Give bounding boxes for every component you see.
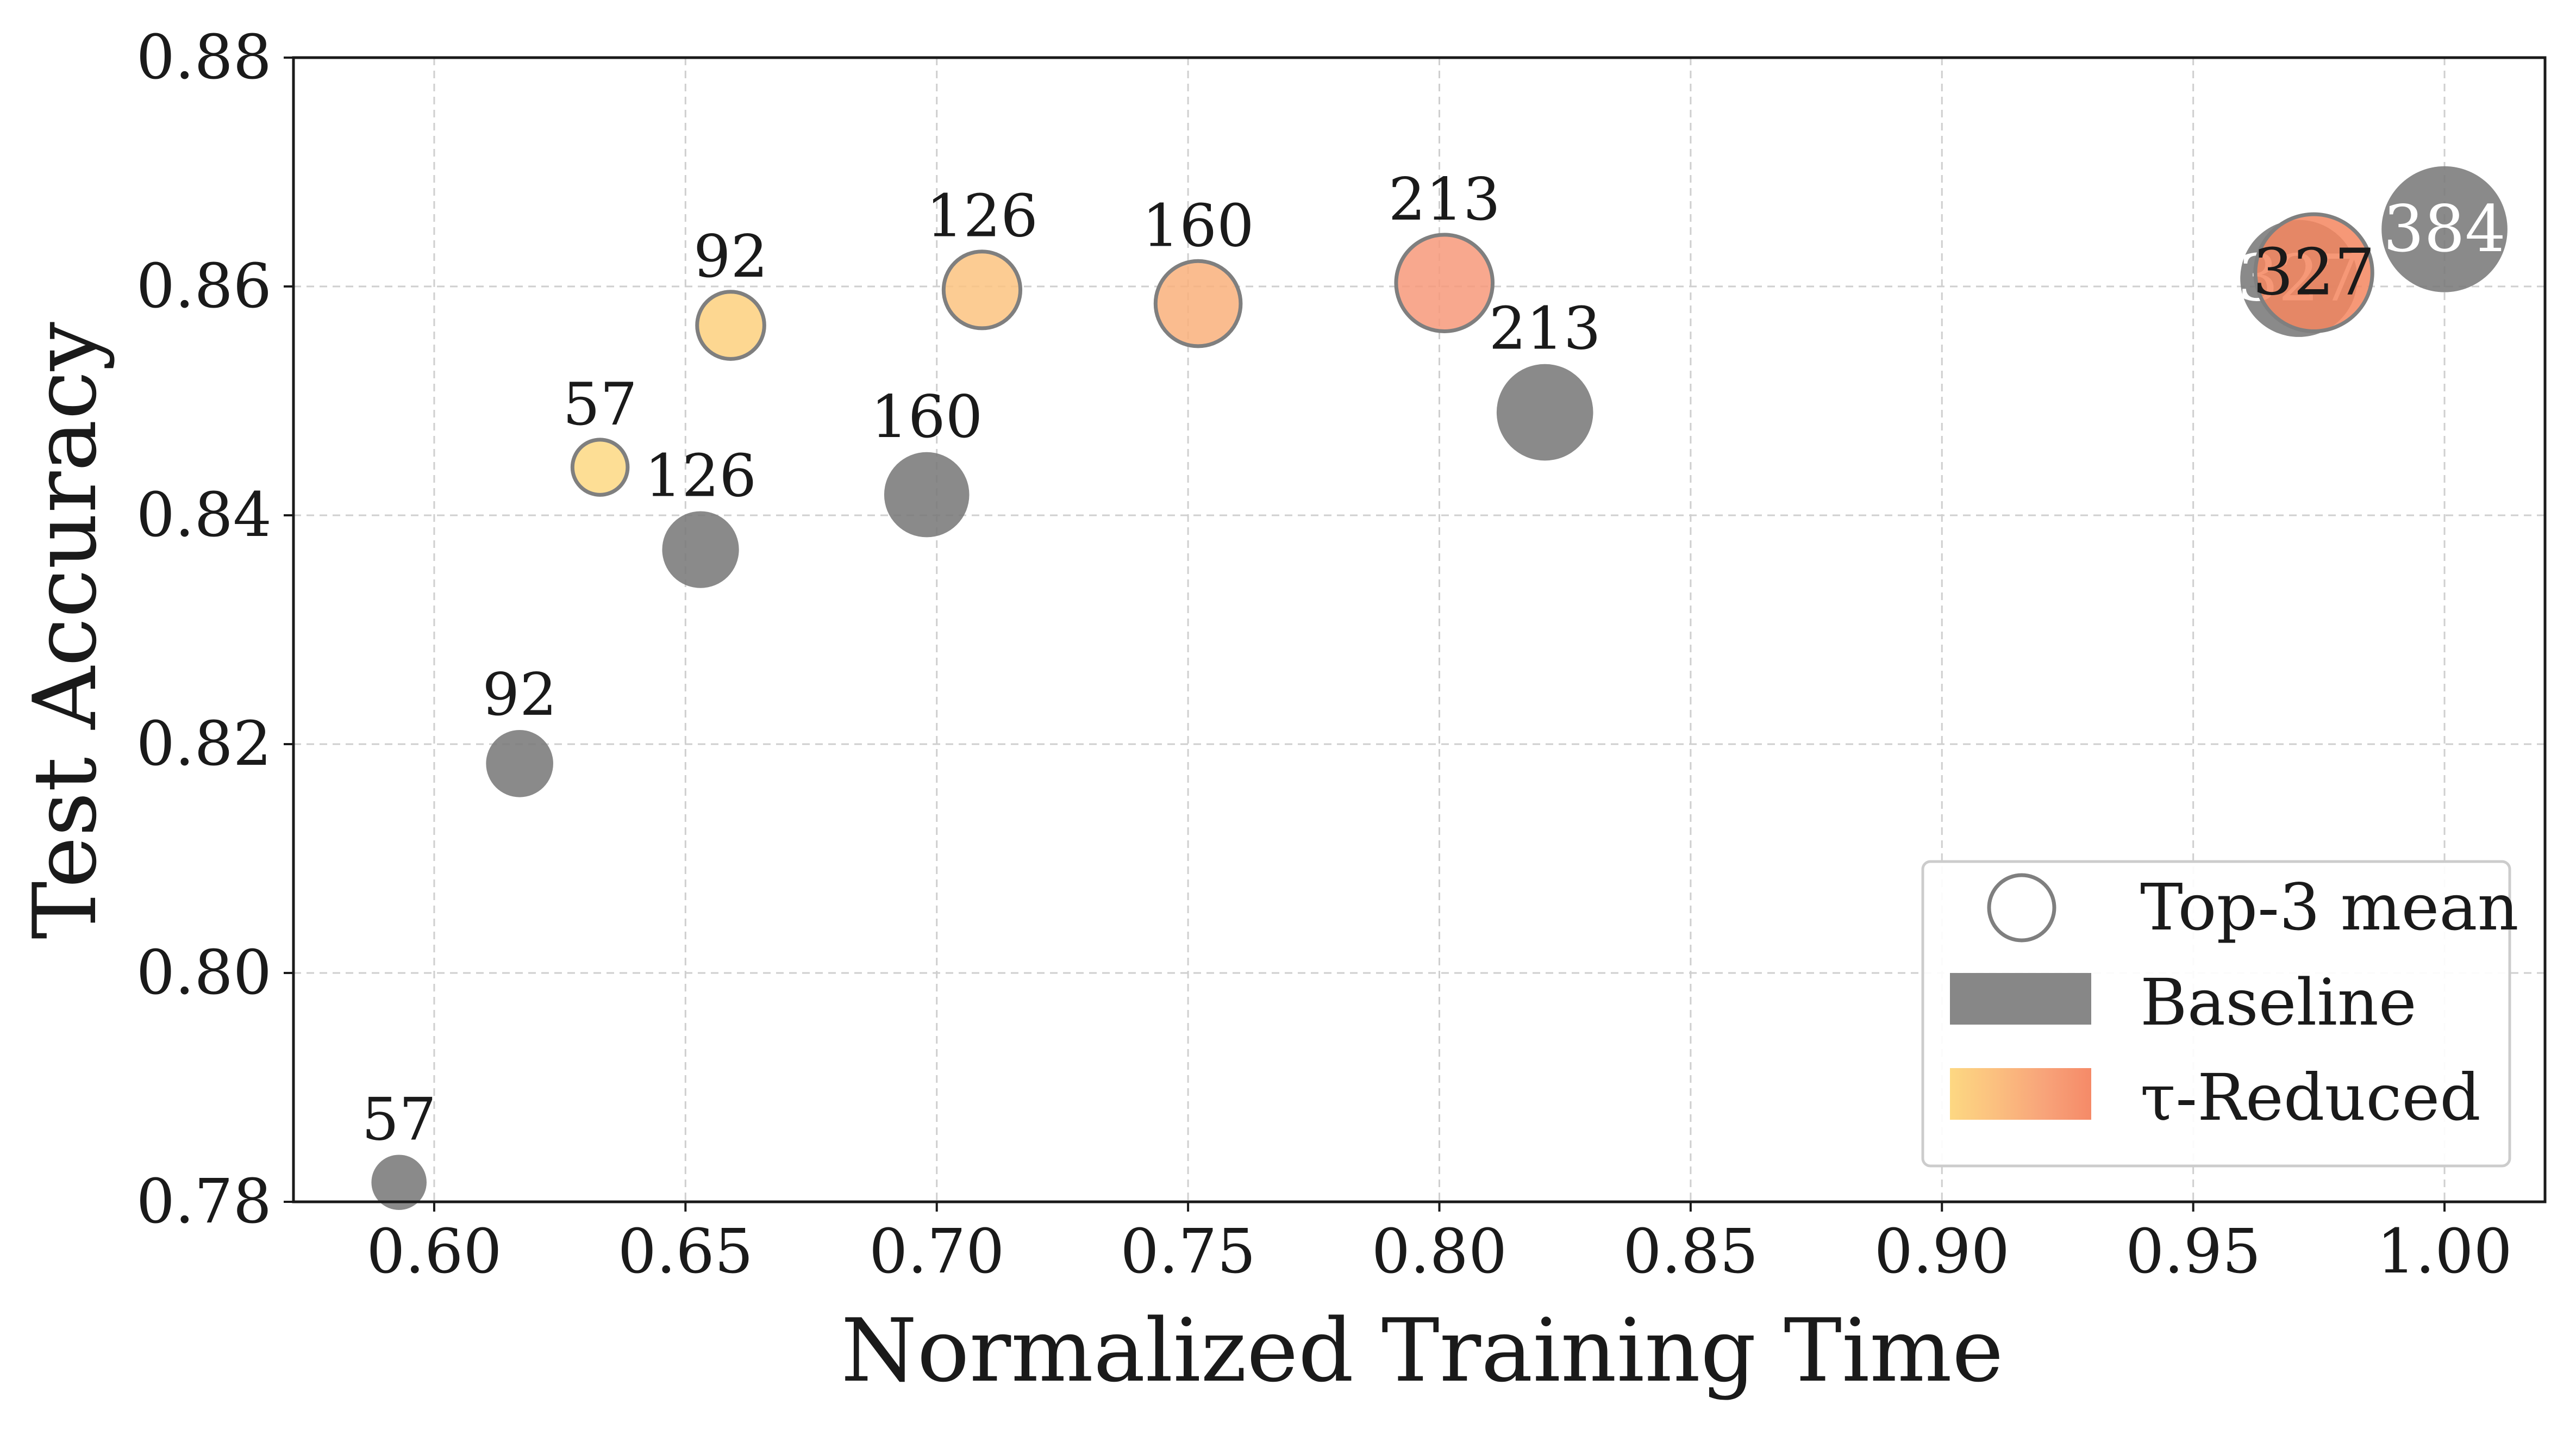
tau-reduced-point-label: 327 [2253,235,2375,310]
tau-reduced-bubble [570,438,630,497]
tau-reduced-point-label: 160 [1142,192,1254,260]
baseline-point-label: 92 [482,661,557,729]
tau-reduced-point-label: 126 [926,183,1038,251]
tau-reduced-bubble [1394,233,1495,333]
legend-top3-marker [1987,873,2056,943]
legend-label: Top-3 mean [2140,870,2519,945]
tau-reduced-point-label: 57 [562,371,637,439]
x-tick-label: 0.60 [366,1216,502,1287]
x-tick-label: 0.65 [618,1216,753,1287]
tau-reduced-bubble [941,249,1023,330]
x-tick-label: 0.90 [1874,1216,2010,1287]
tau-reduced-point-label: 213 [1389,166,1500,234]
baseline-bubble [371,1155,427,1210]
y-tick-label: 0.88 [136,22,272,93]
baseline-bubble [884,452,970,538]
x-tick-label: 0.85 [1623,1216,1758,1287]
legend-baseline-swatch [1950,973,2091,1025]
x-tick-label: 1.00 [2377,1216,2512,1287]
tau-reduced-bubble [1153,259,1243,348]
baseline-point-label: 126 [645,442,756,510]
x-axis-label: Normalized Training Time [841,1300,2003,1401]
y-tick-label: 0.86 [136,251,272,322]
tau-reduced-bubble [695,290,766,361]
baseline-bubble [1496,364,1593,461]
baseline-point-label: 384 [2383,191,2505,266]
x-tick-label: 0.80 [1372,1216,1507,1287]
legend: Top-3 mean Baseline τ-Reduced [1921,860,2519,1168]
tau-reduced-point-label: 92 [693,223,768,291]
legend-label: Baseline [2140,965,2417,1040]
y-tick-label: 0.78 [136,1166,272,1237]
tau-reduced-bubble [2253,212,2374,333]
y-tick-label: 0.84 [136,480,272,551]
tick-labels: 0.60 0.65 0.70 0.75 0.80 0.85 0.90 0.95 1.00 0.78… [136,22,2512,1287]
plot-frame-rect [292,56,2547,1203]
x-tick-label: 0.75 [1120,1216,1255,1287]
bubble-layer: 57921261602133273845792126160213327 [361,166,2508,1210]
baseline-point-label: 160 [871,383,983,451]
axis-labels: Normalized Training Time Test Accuracy [14,322,2004,1401]
baseline-bubble [2381,166,2508,292]
y-tick-label: 0.82 [136,709,272,779]
x-tick-label: 0.95 [2125,1216,2261,1287]
y-axis-label: Test Accuracy [14,322,116,939]
baseline-bubble [486,729,553,797]
baseline-point-label: 57 [361,1085,436,1153]
x-tick-label: 0.70 [869,1216,1004,1287]
legend-tau-reduced-swatch [1950,1068,2091,1120]
baseline-point-label: 213 [1489,295,1601,363]
plot-frame [292,56,2547,1203]
legend-label: τ-Reduced [2140,1060,2481,1135]
y-tick-label: 0.80 [136,938,272,1008]
baseline-bubble [662,511,739,588]
